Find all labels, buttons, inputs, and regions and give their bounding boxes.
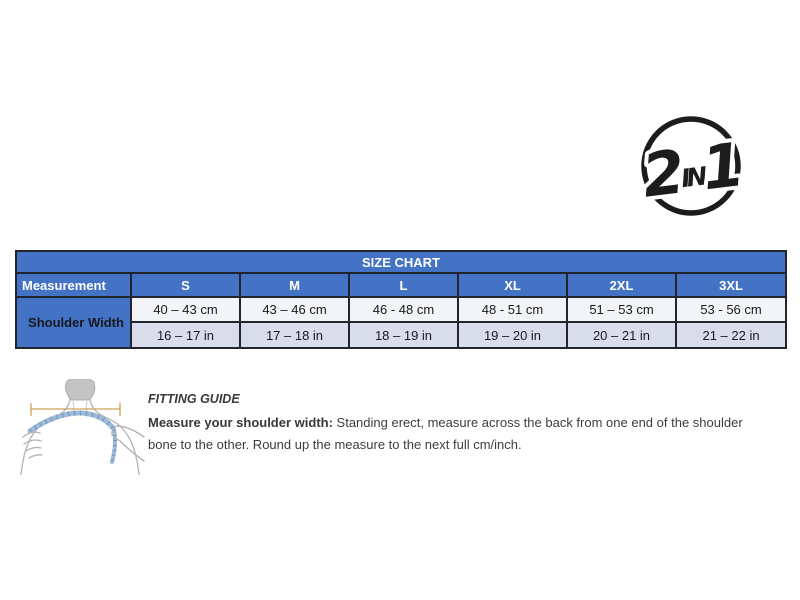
- table-title-row: SIZE CHART: [14, 250, 788, 274]
- column-header-size-l: L: [348, 272, 459, 298]
- right-arm: [116, 425, 145, 462]
- shoulder-measurement-illustration: [20, 379, 145, 475]
- cell-cm-2xl: 51 – 53 cm: [566, 296, 677, 323]
- cell-cm-s: 40 – 43 cm: [130, 296, 241, 323]
- fitting-guide-line1: Standing erect, measure across the back …: [332, 415, 743, 430]
- brand-logo-2in1: 2IN1: [635, 116, 748, 216]
- cell-cm-xl: 48 - 51 cm: [457, 296, 568, 323]
- column-header-measurement: Measurement: [15, 272, 132, 298]
- tape-end-marks: [110, 429, 118, 463]
- torso-outline: [20, 398, 140, 475]
- measure-span-ticks: [30, 403, 121, 416]
- size-chart-section: SIZE CHART Measurement S M L XL 2XL 3XL …: [14, 250, 788, 349]
- right-hand-fingers: [111, 425, 121, 442]
- cell-in-3xl: 21 – 22 in: [674, 321, 788, 349]
- cell-in-2xl: 20 – 21 in: [566, 321, 677, 349]
- hair: [65, 379, 96, 401]
- column-header-size-3xl: 3XL: [674, 272, 788, 298]
- cell-cm-l: 46 - 48 cm: [348, 296, 459, 323]
- fitting-guide-body: Measure your shoulder width: Standing er…: [148, 412, 748, 455]
- cell-in-m: 17 – 18 in: [239, 321, 350, 349]
- column-header-size-m: M: [239, 272, 350, 298]
- cell-cm-m: 43 – 46 cm: [239, 296, 350, 323]
- row-label-shoulder-width: Shoulder Width: [15, 296, 132, 349]
- logo-circle: [641, 116, 741, 216]
- cell-in-s: 16 – 17 in: [130, 321, 241, 349]
- size-chart-title: SIZE CHART: [14, 250, 788, 274]
- column-header-size-xl: XL: [457, 272, 568, 298]
- cell-in-xl: 19 – 20 in: [457, 321, 568, 349]
- table-row-cm: Shoulder Width 40 – 43 cm 43 – 46 cm 46 …: [15, 296, 788, 349]
- fitting-guide-heading: FITTING GUIDE: [148, 392, 240, 406]
- tape-measure-band: [27, 410, 116, 434]
- size-chart-table: SIZE CHART Measurement S M L XL 2XL 3XL …: [14, 250, 788, 349]
- fitting-guide-line2: bone to the other. Round up the measure …: [148, 436, 522, 452]
- column-header-size-s: S: [130, 272, 241, 298]
- cell-cm-3xl: 53 - 56 cm: [674, 296, 788, 323]
- left-hand: [22, 431, 43, 459]
- logo-text: 2IN1: [639, 130, 745, 211]
- fitting-guide-lead: Measure your shoulder width:: [148, 415, 333, 430]
- cell-in-l: 18 – 19 in: [348, 321, 459, 349]
- table-row-in: 16 – 17 in 17 – 18 in 18 – 19 in 19 – 20…: [16, 321, 788, 349]
- table-header-row: Measurement S M L XL 2XL 3XL: [15, 272, 788, 298]
- column-header-size-2xl: 2XL: [566, 272, 677, 298]
- fitting-guide-section: FITTING GUIDE Measure your shoulder widt…: [148, 392, 748, 455]
